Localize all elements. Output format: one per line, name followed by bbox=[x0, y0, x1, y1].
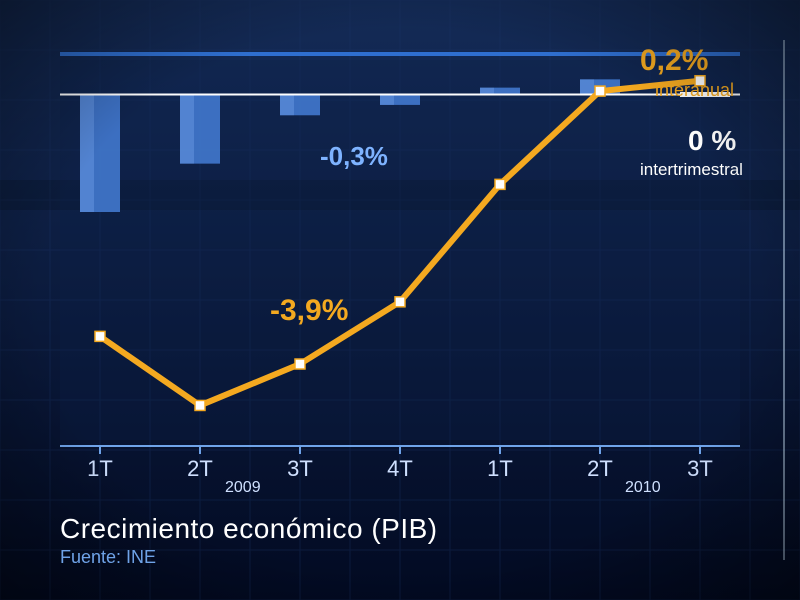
source-prefix: Fuente: bbox=[60, 547, 126, 567]
chart-svg: 1T2T3T4T1T2T3T20092010-0,3%-3,9%0,2%inte… bbox=[0, 0, 800, 600]
vignette bbox=[0, 0, 800, 600]
chart-stage: 1T2T3T4T1T2T3T20092010-0,3%-3,9%0,2%inte… bbox=[0, 0, 800, 600]
chart-title: Crecimiento económico (PIB) bbox=[60, 513, 438, 545]
source-name: INE bbox=[126, 547, 156, 567]
chart-source: Fuente: INE bbox=[60, 547, 156, 568]
